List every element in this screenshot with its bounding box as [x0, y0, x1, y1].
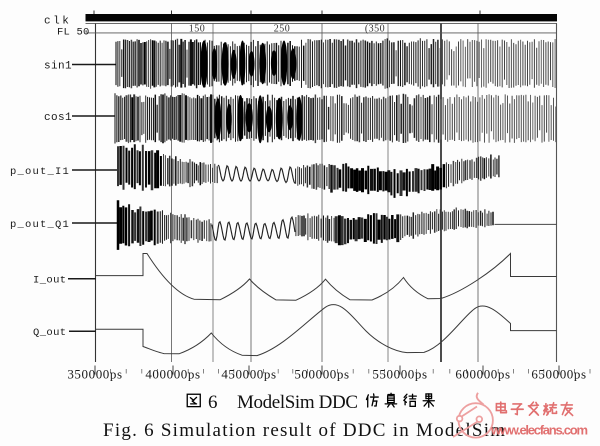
svg-text:www.elecfans.com: www.elecfans.com — [490, 423, 588, 438]
svg-text:FL 50: FL 50 — [57, 27, 90, 39]
svg-text:sin1: sin1 — [44, 60, 72, 72]
svg-text:600000ps: 600000ps — [455, 367, 510, 382]
svg-text:ModelSim DDC: ModelSim DDC — [237, 392, 358, 413]
svg-text:150: 150 — [189, 24, 206, 35]
svg-text:650000ps: 650000ps — [531, 367, 586, 382]
svg-text:500000ps: 500000ps — [294, 367, 349, 382]
svg-text:550000ps: 550000ps — [372, 367, 427, 382]
svg-text:450000ps: 450000ps — [221, 367, 276, 382]
svg-text:(350: (350 — [365, 24, 385, 35]
svg-text:6: 6 — [208, 392, 218, 413]
svg-text:400000ps: 400000ps — [145, 367, 200, 382]
svg-text:250: 250 — [274, 24, 291, 35]
svg-text:I_out: I_out — [33, 275, 67, 287]
svg-text:Fig. 6 Simulation result of: Fig. 6 Simulation result of DDC in Model… — [103, 420, 505, 441]
svg-text:cos1: cos1 — [44, 112, 72, 124]
svg-text:Q_out: Q_out — [33, 327, 67, 339]
svg-text:p_out_I1: p_out_I1 — [10, 166, 70, 178]
svg-text:p_out_Q1: p_out_Q1 — [10, 219, 70, 231]
svg-text:clk: clk — [44, 16, 71, 28]
svg-text:350000ps: 350000ps — [67, 367, 122, 382]
